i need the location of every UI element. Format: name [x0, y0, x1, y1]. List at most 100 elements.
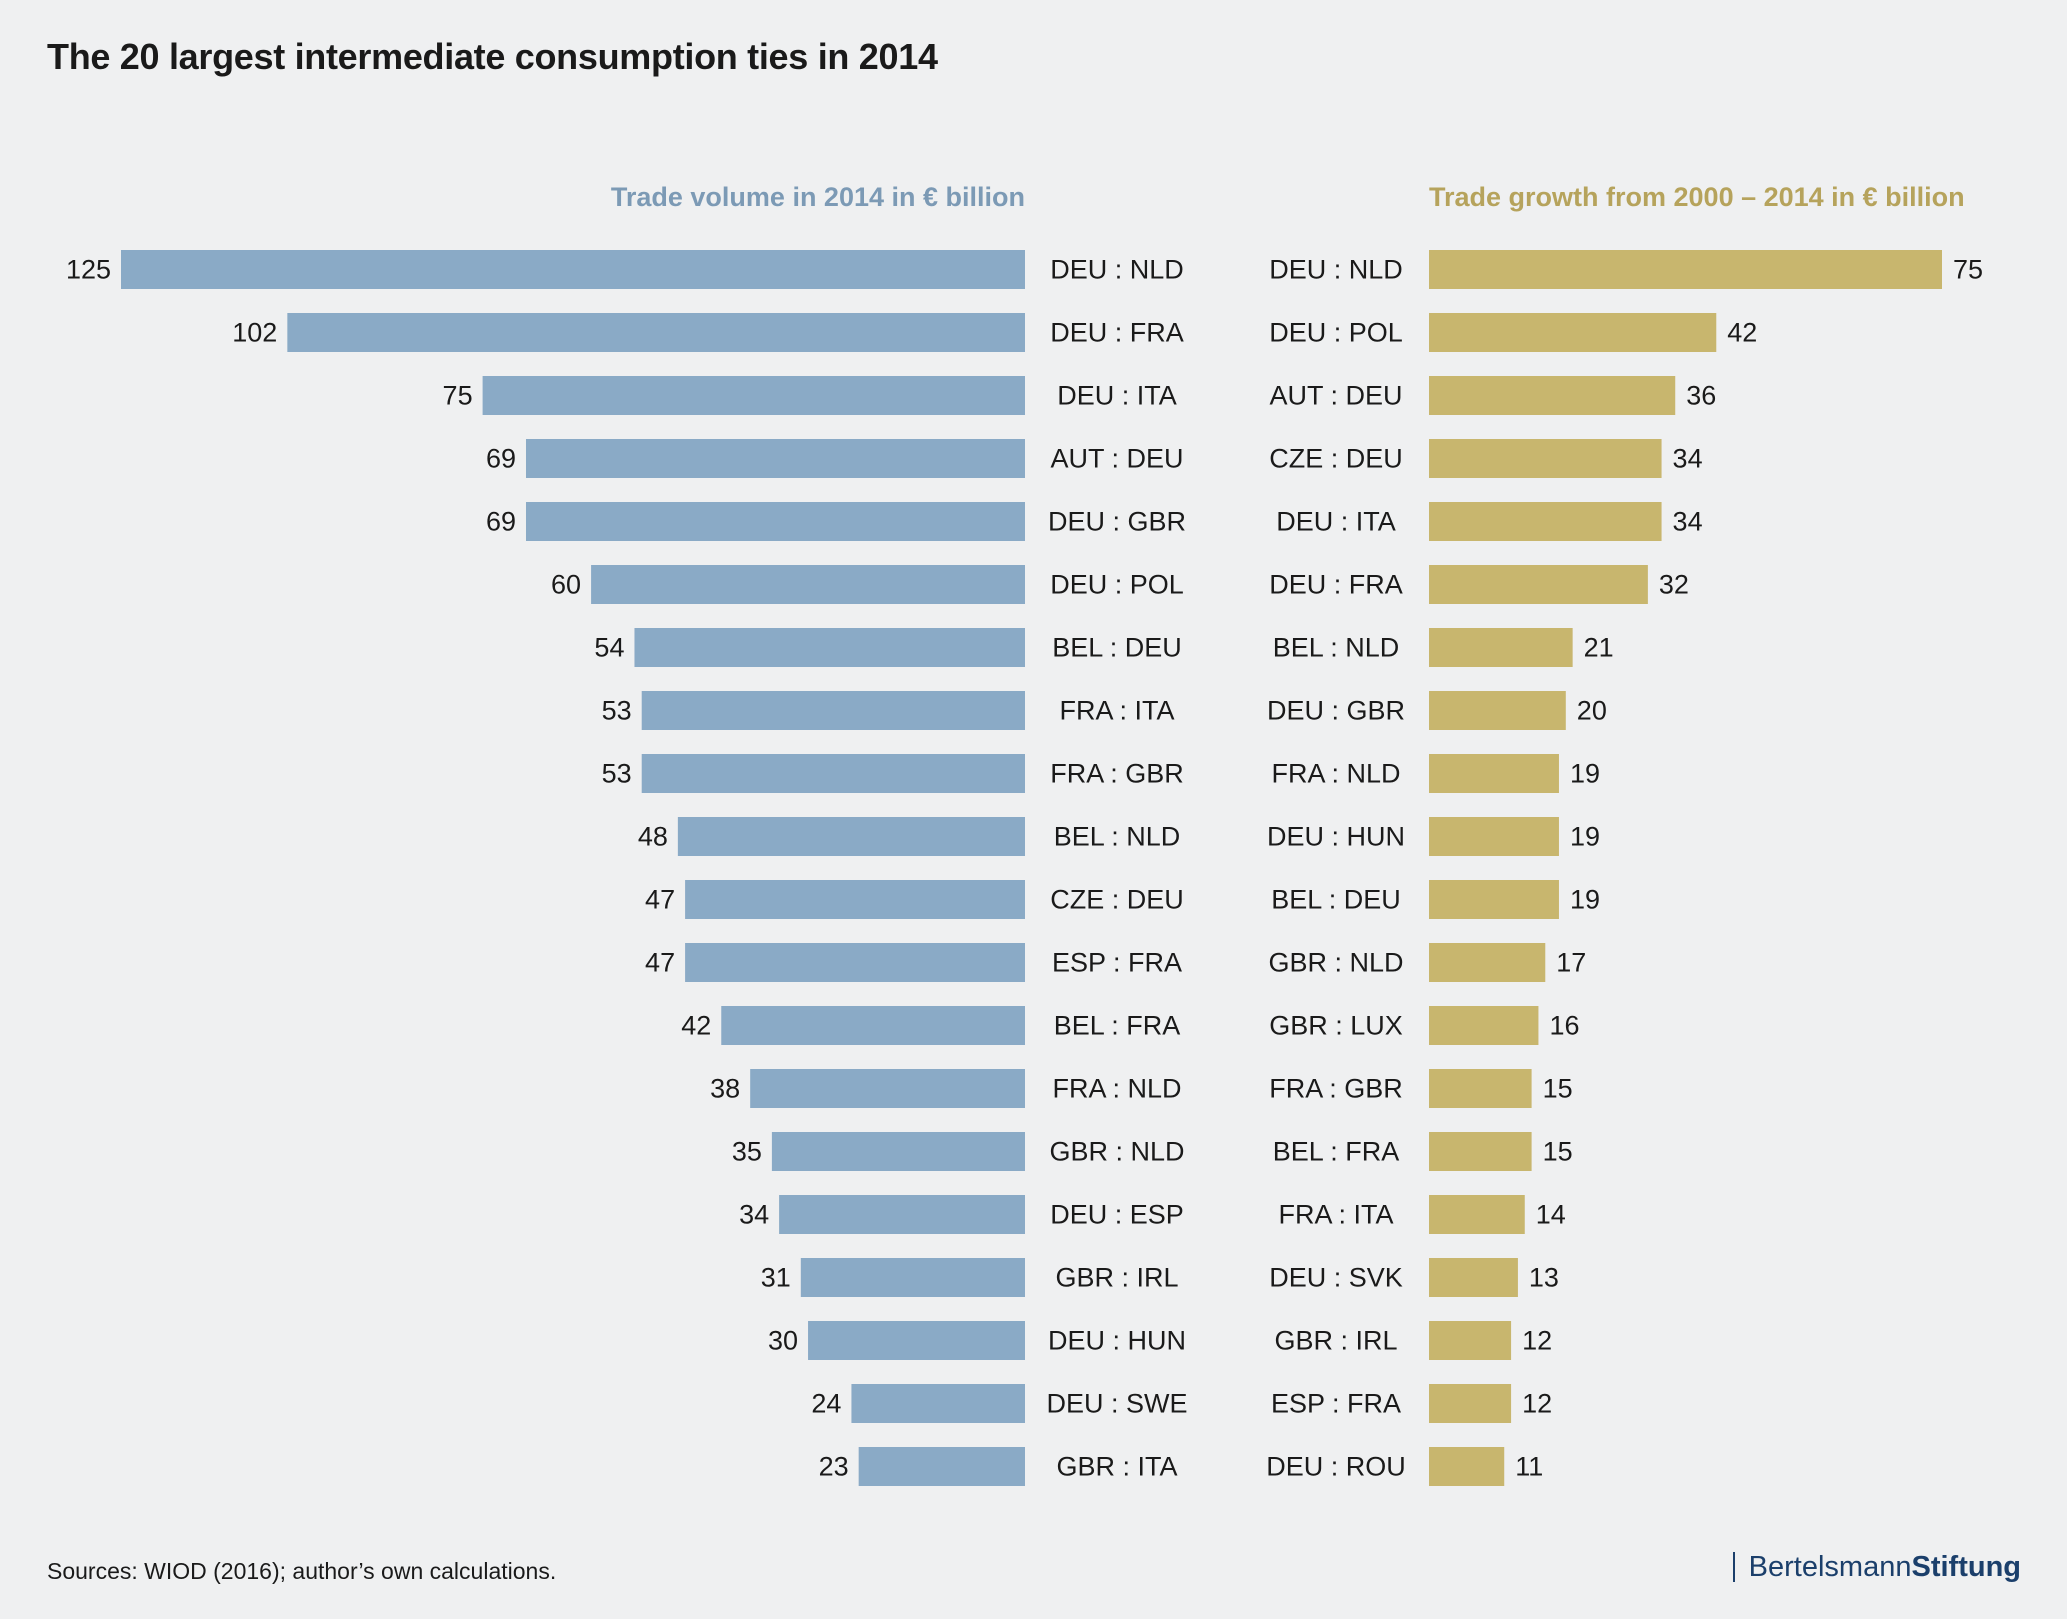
right-bar	[1429, 1195, 1525, 1234]
right-bar	[1429, 1006, 1539, 1045]
left-category-label: DEU : NLD	[1050, 255, 1184, 285]
left-bar	[525, 439, 1025, 478]
right-category-label: DEU : POL	[1269, 318, 1403, 348]
right-category-label: DEU : SVK	[1269, 1263, 1403, 1293]
right-bar	[1429, 943, 1546, 982]
left-value-label: 31	[761, 1263, 791, 1293]
chart-area: Trade volume in 2014 in € billion Trade …	[66, 182, 1983, 1486]
left-bar	[685, 880, 1025, 919]
right-value-label: 34	[1673, 507, 1703, 537]
left-bar	[808, 1321, 1025, 1360]
right-value-label: 15	[1543, 1074, 1573, 1104]
right-category-label: DEU : ITA	[1276, 507, 1396, 537]
right-value-label: 17	[1556, 948, 1586, 978]
left-value-label: 34	[739, 1200, 769, 1230]
left-value-label: 38	[710, 1074, 740, 1104]
left-category-label: BEL : NLD	[1054, 822, 1181, 852]
left-value-label: 69	[486, 444, 516, 474]
right-value-label: 36	[1686, 381, 1716, 411]
left-value-label: 69	[486, 507, 516, 537]
right-value-label: 16	[1549, 1011, 1579, 1041]
left-value-label: 75	[443, 381, 473, 411]
left-value-label: 24	[811, 1389, 841, 1419]
right-panel-title: Trade growth from 2000 – 2014 in € billi…	[1429, 182, 1965, 212]
right-bar	[1429, 250, 1942, 289]
left-bar	[525, 502, 1025, 541]
right-value-label: 19	[1570, 822, 1600, 852]
left-category-label: FRA : ITA	[1059, 696, 1174, 726]
right-category-label: GBR : NLD	[1268, 948, 1403, 978]
left-value-label: 47	[645, 885, 675, 915]
left-category-label: GBR : IRL	[1055, 1263, 1178, 1293]
left-value-label: 102	[232, 318, 277, 348]
left-bar	[482, 376, 1026, 415]
left-bar	[721, 1006, 1025, 1045]
right-value-label: 19	[1570, 759, 1600, 789]
right-value-label: 12	[1522, 1326, 1552, 1356]
right-bar	[1429, 691, 1566, 730]
left-value-label: 48	[638, 822, 668, 852]
right-bar	[1429, 817, 1559, 856]
right-value-label: 12	[1522, 1389, 1552, 1419]
right-value-label: 75	[1953, 255, 1983, 285]
left-category-label: DEU : SWE	[1046, 1389, 1187, 1419]
left-bar	[800, 1258, 1025, 1297]
left-bar	[677, 817, 1025, 856]
left-category-label: ESP : FRA	[1052, 948, 1182, 978]
right-bar	[1429, 313, 1717, 352]
right-value-label: 13	[1529, 1263, 1559, 1293]
left-bar	[851, 1384, 1025, 1423]
logo-part-2: Stiftung	[1911, 1551, 2021, 1583]
right-category-label: DEU : GBR	[1267, 696, 1405, 726]
left-bar	[634, 628, 1025, 667]
right-bar	[1429, 1258, 1518, 1297]
right-bar	[1429, 754, 1559, 793]
right-bar	[1429, 1447, 1505, 1486]
left-bar	[591, 565, 1025, 604]
right-bar	[1429, 1384, 1512, 1423]
right-bar	[1429, 1069, 1532, 1108]
left-bar	[771, 1132, 1025, 1171]
right-value-label: 19	[1570, 885, 1600, 915]
right-bar-series: 75 DEU : NLD 42 DEU : POL 36 AUT : DEU 34 CZE :…	[1266, 250, 1983, 1486]
left-value-label: 30	[768, 1326, 798, 1356]
right-category-label: DEU : FRA	[1269, 570, 1403, 600]
left-bar	[287, 313, 1025, 352]
right-category-label: DEU : HUN	[1267, 822, 1405, 852]
right-category-label: FRA : NLD	[1271, 759, 1400, 789]
right-value-label: 42	[1727, 318, 1757, 348]
left-category-label: AUT : DEU	[1050, 444, 1183, 474]
right-bar	[1429, 628, 1573, 667]
left-category-label: GBR : ITA	[1056, 1452, 1177, 1482]
right-category-label: DEU : NLD	[1269, 255, 1403, 285]
right-bar	[1429, 1321, 1512, 1360]
left-value-label: 42	[681, 1011, 711, 1041]
right-bar	[1429, 376, 1676, 415]
right-bar	[1429, 439, 1662, 478]
left-bar	[779, 1195, 1025, 1234]
left-value-label: 54	[594, 633, 624, 663]
left-category-label: DEU : ITA	[1057, 381, 1177, 411]
right-value-label: 14	[1536, 1200, 1566, 1230]
right-bar	[1429, 502, 1662, 541]
right-category-label: CZE : DEU	[1269, 444, 1403, 474]
left-category-label: FRA : GBR	[1050, 759, 1184, 789]
left-value-label: 53	[602, 759, 632, 789]
right-category-label: FRA : ITA	[1278, 1200, 1393, 1230]
right-value-label: 11	[1515, 1452, 1543, 1482]
right-category-label: FRA : GBR	[1269, 1074, 1403, 1104]
left-bar	[858, 1447, 1025, 1486]
right-value-label: 34	[1673, 444, 1703, 474]
right-bar	[1429, 880, 1559, 919]
left-value-label: 53	[602, 696, 632, 726]
right-category-label: AUT : DEU	[1269, 381, 1402, 411]
left-category-label: GBR : NLD	[1049, 1137, 1184, 1167]
right-bar	[1429, 565, 1648, 604]
left-category-label: DEU : HUN	[1048, 1326, 1186, 1356]
left-value-label: 60	[551, 570, 581, 600]
left-bar	[121, 250, 1025, 289]
left-bar-series: 125 DEU : NLD 102 DEU : FRA 75 DEU : ITA 69 AUT…	[66, 250, 1188, 1486]
left-bar	[750, 1069, 1025, 1108]
right-bar	[1429, 1132, 1532, 1171]
right-category-label: BEL : DEU	[1271, 885, 1401, 915]
